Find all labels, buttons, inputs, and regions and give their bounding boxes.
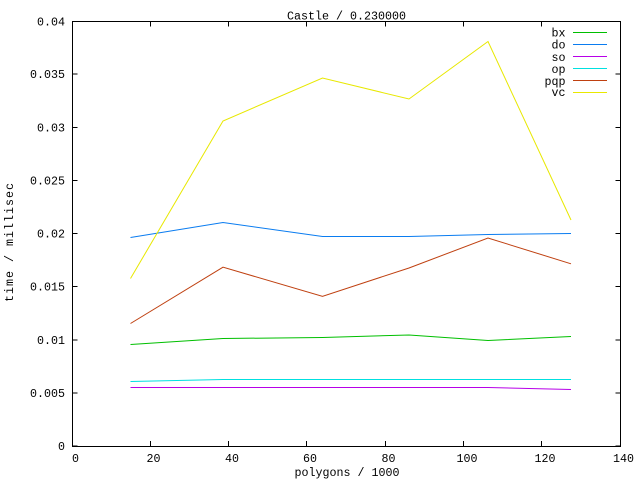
svg-text:do: do — [552, 39, 566, 53]
svg-text:so: so — [552, 51, 566, 65]
svg-text:0.005: 0.005 — [30, 387, 65, 401]
svg-text:80: 80 — [382, 452, 396, 466]
svg-text:40: 40 — [225, 452, 239, 466]
svg-text:0.015: 0.015 — [30, 281, 65, 295]
svg-text:60: 60 — [303, 452, 317, 466]
svg-text:0: 0 — [72, 452, 79, 466]
svg-text:120: 120 — [535, 452, 556, 466]
svg-text:Castle / 0.230000: Castle / 0.230000 — [287, 10, 406, 24]
svg-text:bx: bx — [552, 27, 566, 41]
svg-text:0: 0 — [58, 440, 65, 454]
svg-text:20: 20 — [147, 452, 161, 466]
svg-text:pqp: pqp — [545, 75, 566, 89]
svg-text:vc: vc — [552, 86, 566, 100]
svg-text:140: 140 — [613, 452, 634, 466]
svg-text:0.03: 0.03 — [37, 121, 65, 135]
svg-text:op: op — [552, 63, 566, 77]
svg-text:polygons / 1000: polygons / 1000 — [295, 466, 400, 480]
svg-text:time / millisec: time / millisec — [3, 182, 17, 302]
svg-text:100: 100 — [457, 452, 478, 466]
svg-text:0.04: 0.04 — [37, 16, 65, 30]
svg-text:0.025: 0.025 — [30, 174, 65, 188]
svg-text:0.01: 0.01 — [37, 334, 65, 348]
svg-text:0.02: 0.02 — [37, 228, 65, 242]
svg-text:0.035: 0.035 — [30, 68, 65, 82]
